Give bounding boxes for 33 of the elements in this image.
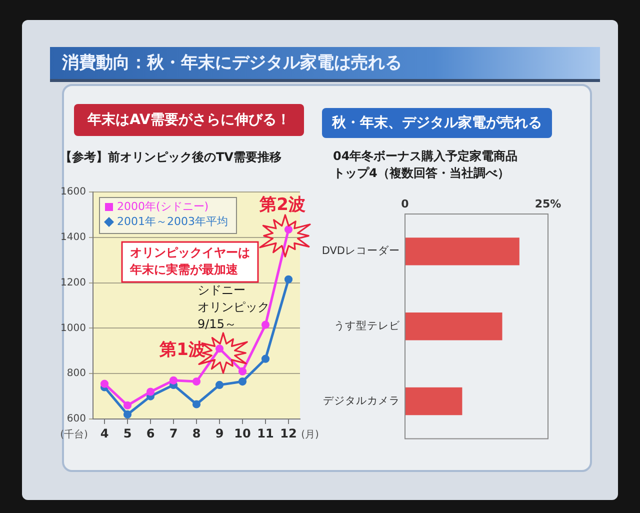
annotation: 第1波 [158,340,206,360]
y-tick-label: 600 [66,414,86,425]
y-axis-title: (千台) [60,428,88,441]
y-tick-label: 1200 [60,277,86,288]
chart-title: 秋・年末、デジタル家電が売れる [322,108,552,138]
y-tick-label: 1600 [60,186,86,198]
y-tick-label: DVDレコーダー [322,245,400,258]
y-tick-label: 1400 [60,232,86,243]
x-tick-label: 6 [146,426,155,440]
annotation: オリンピックイヤーは年末に実需が最加速 [129,246,250,277]
x-tick-label: 12 [280,426,297,440]
x-tick-label: 7 [169,426,178,440]
x-tick-label: 9 [215,426,224,440]
y-tick-label: 800 [66,368,86,380]
chart-subtitle: 04年冬ボーナス購入予定家電商品トップ4（複数回答・当社調べ） [333,148,519,182]
x-tick-label: 0 [401,197,410,210]
x-tick-label: 8 [192,426,201,440]
x-tick-label: 4 [100,426,109,440]
chart-title: 年末はAV需要がさらに伸びる！ [74,104,304,136]
annotation: 第2波 [258,194,306,215]
legend-label: 2001年～2003年平均 [117,214,228,228]
text: 消費動向：秋・年末にデジタル家電は売れる [50,47,600,82]
annotation: シドニーオリンピック9/15～ [198,282,270,331]
x-axis-title: (月) [301,430,319,441]
x-tick-label: 10 [234,426,251,440]
x-tick-label: 5 [123,426,132,440]
x-tick-label: 25% [534,197,562,210]
y-tick-label: 1000 [60,322,86,334]
x-tick-label: 11 [257,426,274,440]
y-tick-label: うす型テレビ [334,320,401,332]
legend-label: 2000年(シドニー) [117,200,209,213]
chart-subtitle: 【参考】前オリンピック後のTV需要推移 [60,149,282,166]
y-tick-label: デジタルカメラ [323,394,400,407]
